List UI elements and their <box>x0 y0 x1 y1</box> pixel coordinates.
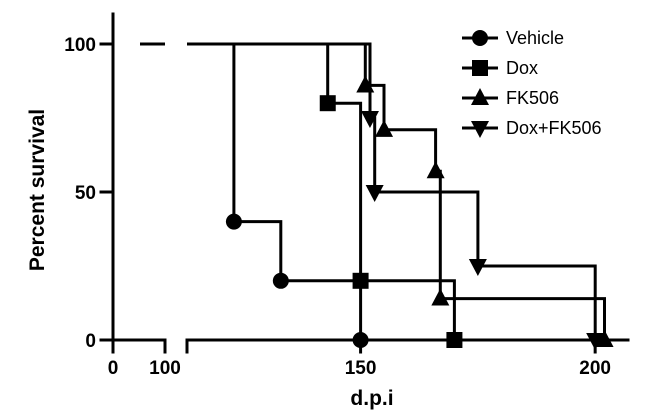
marker-dox <box>319 95 336 112</box>
marker-dox-fk506 <box>365 185 384 202</box>
marker-dox-fk506 <box>586 333 605 350</box>
x-tick-label: 200 <box>579 358 611 379</box>
x-tick-label: 150 <box>345 358 377 379</box>
legend-marker-dox <box>472 60 488 76</box>
y-axis-title: Percent survival <box>26 109 49 271</box>
marker-fk506 <box>595 330 614 347</box>
marker-fk506 <box>375 119 394 137</box>
marker-fk506 <box>426 161 445 179</box>
marker-dox <box>446 332 463 348</box>
marker-dox <box>352 272 369 289</box>
curve-fk506 <box>187 42 606 340</box>
legend-marker-vehicle <box>472 30 488 46</box>
marker-dox-fk506 <box>468 259 487 276</box>
legend: Vehicle Dox FK506 Dox+FK506 <box>462 28 602 138</box>
marker-dox-fk506 <box>360 111 379 128</box>
legend-label-dox: Dox <box>506 58 538 78</box>
marker-fk506 <box>356 75 375 93</box>
marker-vehicle <box>272 272 289 289</box>
legend-label-dox-fk506: Dox+FK506 <box>506 118 602 138</box>
x-axis-title: d.p.i <box>350 387 393 410</box>
curve-vehicle <box>187 42 363 340</box>
marker-vehicle <box>225 213 242 230</box>
y-tick-label: 0 <box>85 331 96 352</box>
y-tick-label: 100 <box>64 35 96 56</box>
x-tick-label: 100 <box>149 358 181 379</box>
x-tick-label: 0 <box>108 358 119 379</box>
marker-fk506 <box>431 288 450 306</box>
legend-label-fk506: FK506 <box>506 88 559 108</box>
legend-marker-dox-fk506 <box>471 121 489 138</box>
y-tick-label: 50 <box>75 183 96 204</box>
legend-label-vehicle: Vehicle <box>506 28 564 48</box>
marker-vehicle <box>352 332 369 348</box>
event-markers <box>225 75 614 350</box>
axes: 0 50 100 0 100 150 200 d.p.i Percent survival <box>26 12 630 410</box>
legend-marker-fk506 <box>471 88 489 105</box>
